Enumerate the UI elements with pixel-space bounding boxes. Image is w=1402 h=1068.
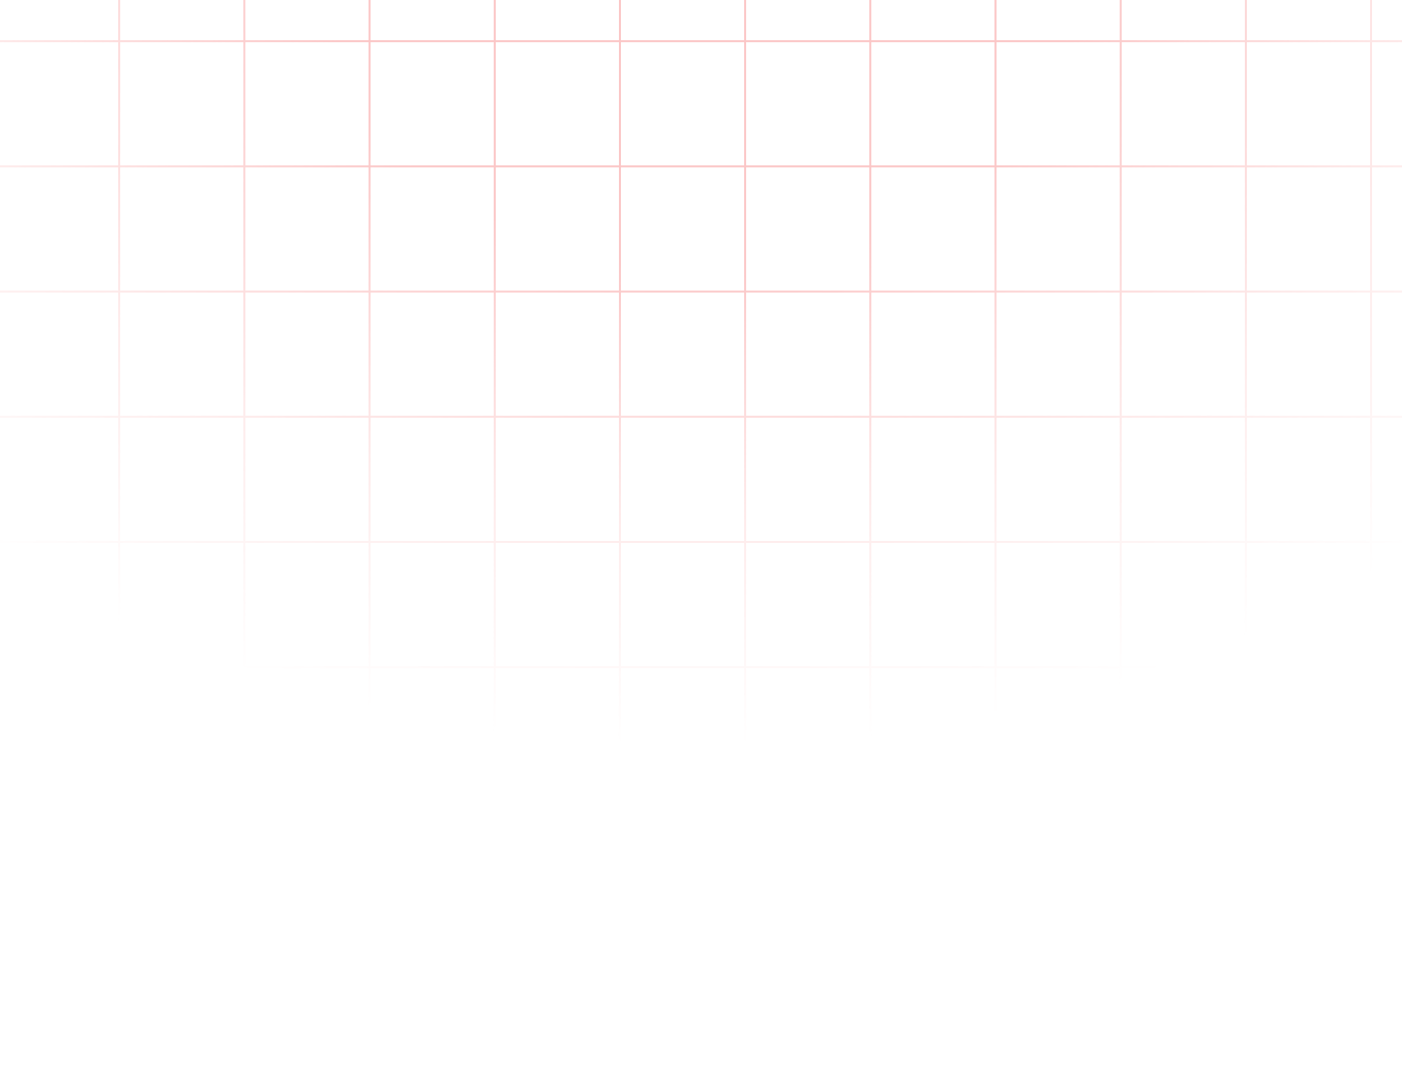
grid-background: [0, 0, 1402, 1068]
